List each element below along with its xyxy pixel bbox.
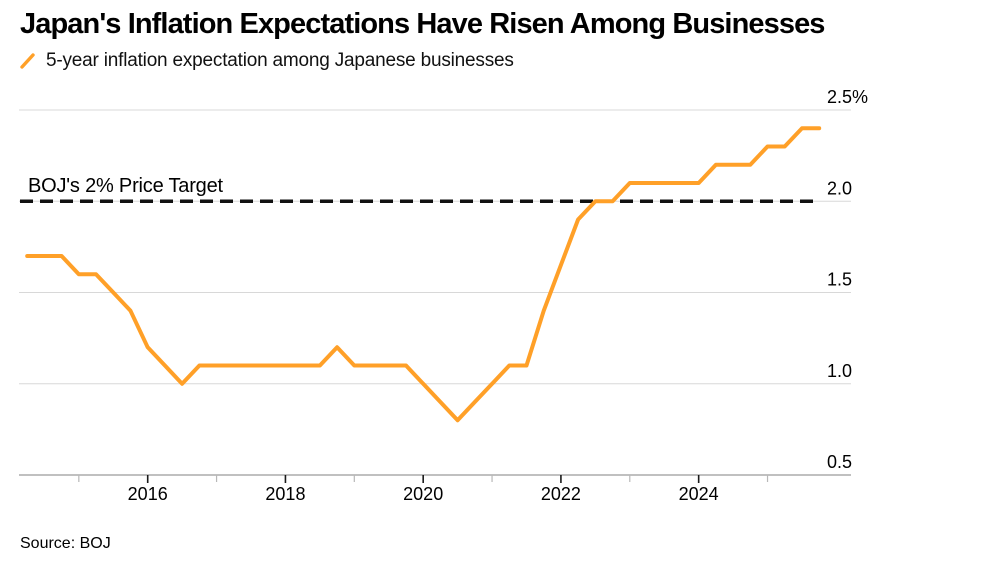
legend-series-label: 5-year inflation expectation among Japan… xyxy=(46,50,514,71)
x-tick-label: 2018 xyxy=(265,484,305,504)
target-line-label: BOJ's 2% Price Target xyxy=(28,175,223,197)
chart-title: Japan's Inflation Expectations Have Rise… xyxy=(20,8,825,40)
x-tick-label: 2020 xyxy=(403,484,443,504)
y-tick-label: 1.5 xyxy=(827,270,852,290)
y-tick-label: 2.0 xyxy=(827,178,852,198)
source-note: Source: BOJ xyxy=(20,535,111,552)
x-tick-label: 2022 xyxy=(541,484,581,504)
y-tick-label: 0.5 xyxy=(827,452,852,472)
inflation-expectation-line xyxy=(25,126,822,423)
y-tick-label: 2.5% xyxy=(827,87,868,107)
legend: 5-year inflation expectation among Japan… xyxy=(20,50,514,72)
line-chart: 2016 2018 2020 2022 2024 0.5 1.0 1.5 2.0 2.5% xyxy=(19,87,868,504)
y-tick-label: 1.0 xyxy=(827,361,852,381)
series-swatch-slash-icon xyxy=(20,52,35,69)
x-tick-label: 2016 xyxy=(128,484,168,504)
x-tick-label: 2024 xyxy=(679,484,719,504)
plot-area: 2016 2018 2020 2022 2024 0.5 1.0 1.5 2.0 2.5% xyxy=(0,80,984,515)
